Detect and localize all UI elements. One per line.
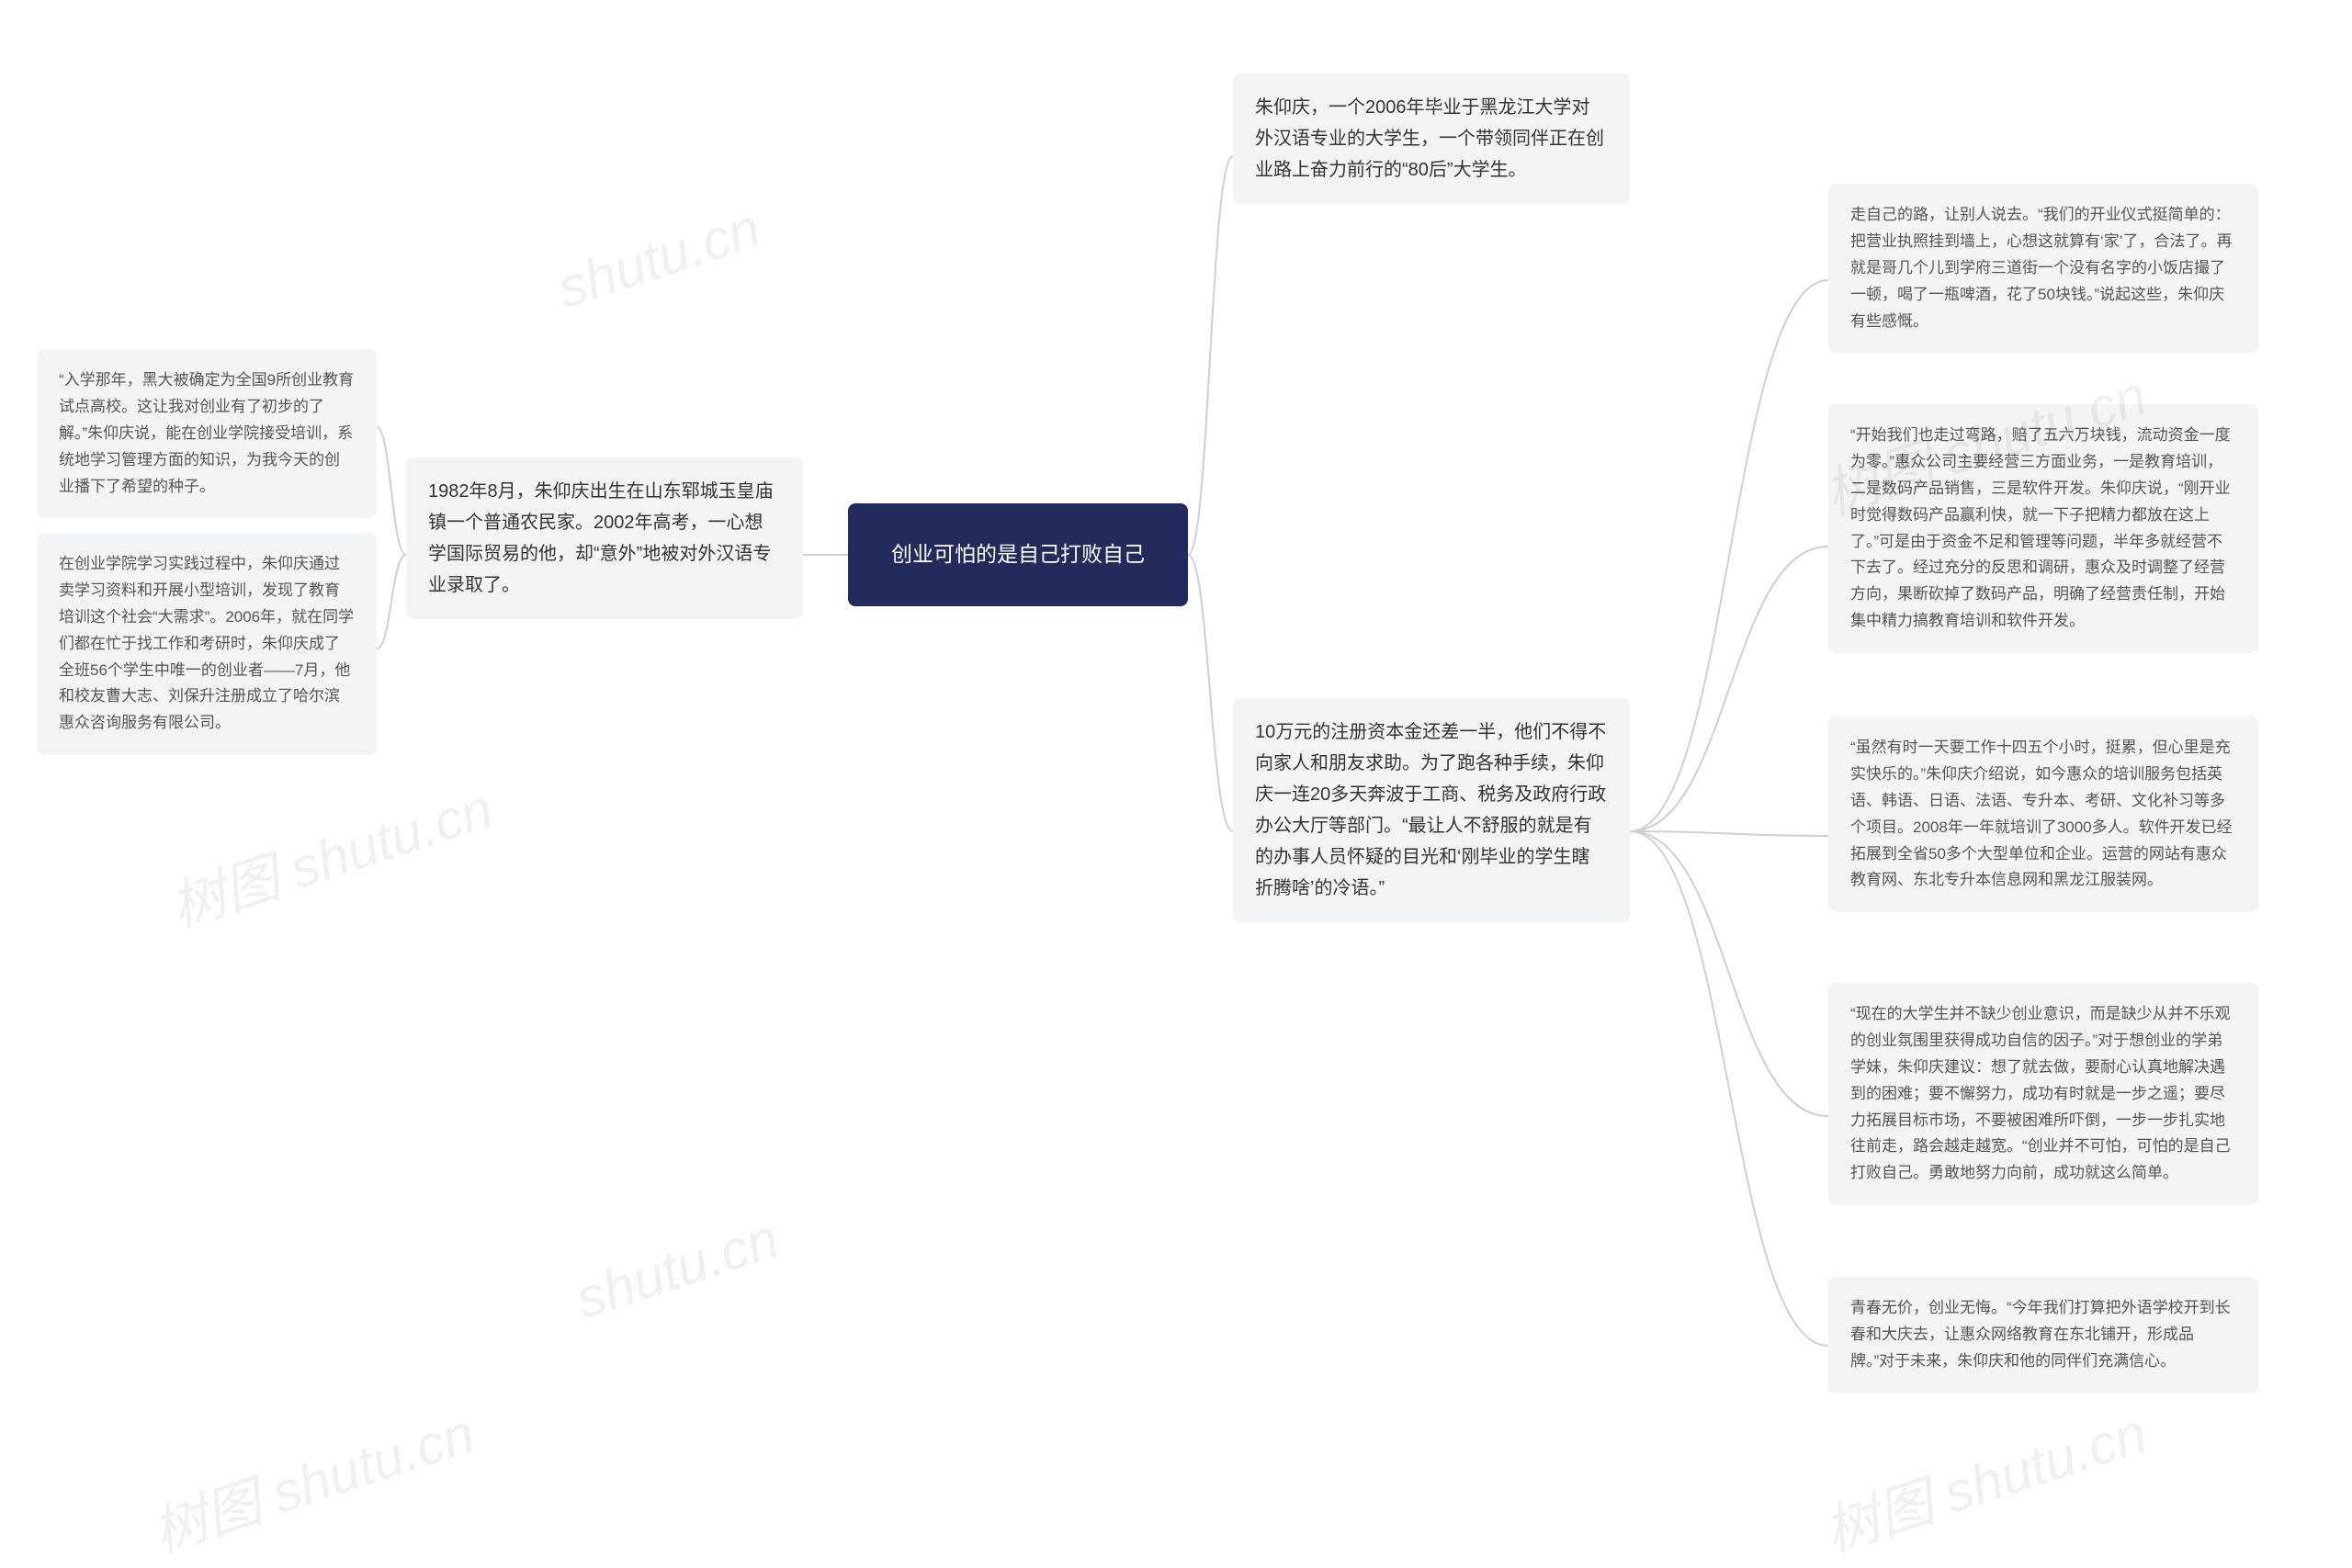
branch-right-bottom[interactable]: 10万元的注册资本金还差一半，他们不得不向家人和朋友求助。为了跑各种手续，朱仰庆…	[1233, 698, 1630, 922]
watermark: 树图 shutu.cn	[141, 1389, 483, 1568]
leaf-left-1-text: “入学那年，黑大被确定为全国9所创业教育试点高校。这让我对创业有了初步的了解。”…	[59, 371, 354, 495]
leaf-right-4-text: “现在的大学生并不缺少创业意识，而是缺少从并不乐观的创业氛围里获得成功自信的因子…	[1850, 1005, 2231, 1181]
leaf-left-2[interactable]: 在创业学院学习实践过程中，朱仰庆通过卖学习资料和开展小型培训，发现了教育培训这个…	[37, 533, 377, 755]
branch-left[interactable]: 1982年8月，朱仰庆出生在山东郓城玉皇庙镇一个普通农民家。2002年高考，一心…	[406, 457, 803, 619]
leaf-right-4[interactable]: “现在的大学生并不缺少创业意识，而是缺少从并不乐观的创业氛围里获得成功自信的因子…	[1828, 983, 2258, 1205]
branch-right-top-text: 朱仰庆，一个2006年毕业于黑龙江大学对外汉语专业的大学生，一个带领同伴正在创业…	[1255, 97, 1604, 180]
leaf-right-5-text: 青春无价，创业无悔。“今年我们打算把外语学校开到长春和大庆去，让惠众网络教育在东…	[1850, 1299, 2231, 1370]
watermark: 树图 shutu.cn	[1813, 1389, 2155, 1568]
leaf-right-5[interactable]: 青春无价，创业无悔。“今年我们打算把外语学校开到长春和大庆去，让惠众网络教育在东…	[1828, 1277, 2258, 1393]
watermark: shutu.cn	[569, 1206, 786, 1331]
leaf-right-1[interactable]: 走自己的路，让别人说去。“我们的开业仪式挺简单的：把营业执照挂到墙上，心想这就算…	[1828, 184, 2258, 353]
leaf-left-1[interactable]: “入学那年，黑大被确定为全国9所创业教育试点高校。这让我对创业有了初步的了解。”…	[37, 349, 377, 518]
watermark: shutu.cn	[550, 196, 768, 321]
leaf-right-3-text: “虽然有时一天要工作十四五个小时，挺累，但心里是充实快乐的。”朱仰庆介绍说，如今…	[1850, 739, 2233, 888]
leaf-right-1-text: 走自己的路，让别人说去。“我们的开业仪式挺简单的：把营业执照挂到墙上，心想这就算…	[1850, 206, 2233, 330]
watermark: 树图 shutu.cn	[159, 764, 502, 943]
leaf-left-2-text: 在创业学院学习实践过程中，朱仰庆通过卖学习资料和开展小型培训，发现了教育培训这个…	[59, 555, 354, 731]
branch-right-top[interactable]: 朱仰庆，一个2006年毕业于黑龙江大学对外汉语专业的大学生，一个带领同伴正在创业…	[1233, 73, 1630, 204]
branch-right-bottom-text: 10万元的注册资本金还差一半，他们不得不向家人和朋友求助。为了跑各种手续，朱仰庆…	[1255, 722, 1606, 898]
leaf-right-2-text: “开始我们也走过弯路，赔了五六万块钱，流动资金一度为零。”惠众公司主要经营三方面…	[1850, 426, 2231, 629]
mindmap-root[interactable]: 创业可怕的是自己打败自己	[848, 503, 1188, 606]
leaf-right-2[interactable]: “开始我们也走过弯路，赔了五六万块钱，流动资金一度为零。”惠众公司主要经营三方面…	[1828, 404, 2258, 653]
leaf-right-3[interactable]: “虽然有时一天要工作十四五个小时，挺累，但心里是充实快乐的。”朱仰庆介绍说，如今…	[1828, 716, 2258, 912]
branch-left-text: 1982年8月，朱仰庆出生在山东郓城玉皇庙镇一个普通农民家。2002年高考，一心…	[428, 481, 774, 595]
root-label: 创业可怕的是自己打败自己	[891, 536, 1145, 572]
